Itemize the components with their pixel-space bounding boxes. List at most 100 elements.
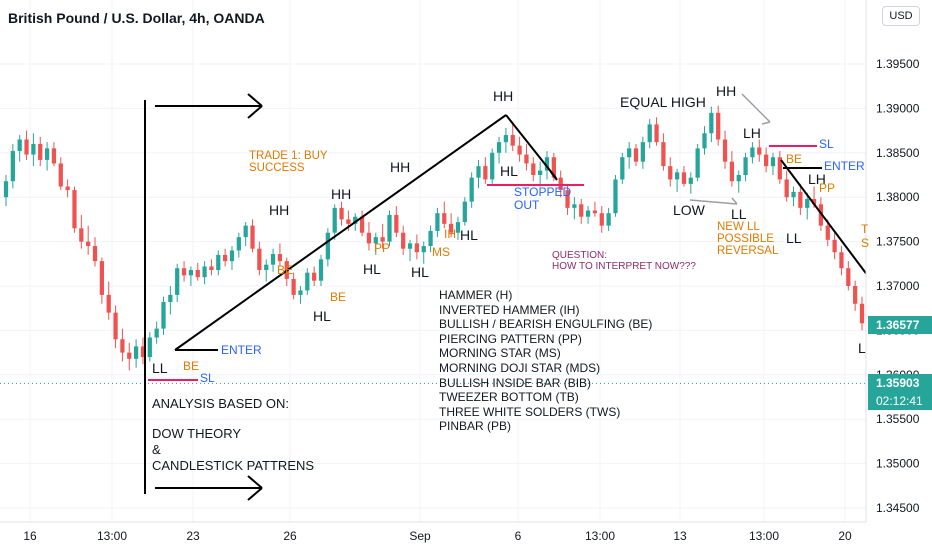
candle-body <box>113 312 118 340</box>
sl-label-2: SL <box>819 137 834 151</box>
candle-body <box>312 272 317 281</box>
question-line2: HOW TO INTERPRET NOW??? <box>552 260 696 272</box>
candle-body <box>743 157 748 175</box>
currency-button[interactable]: USD <box>882 6 920 26</box>
candle-body <box>243 225 248 238</box>
last-price-tag: 1.36577 <box>868 316 932 334</box>
x-tick-label: 6 <box>515 529 522 543</box>
candle-body <box>839 252 844 269</box>
be-label-1: BE <box>183 359 200 373</box>
candle-body <box>770 157 776 167</box>
candle-body <box>510 135 515 146</box>
hh-label-2: HH <box>331 186 352 202</box>
legend-item: HAMMER (H) <box>439 288 513 302</box>
trade1-line2: SUCCESS <box>249 162 305 175</box>
candle-body <box>757 147 762 155</box>
hl-label-3: HL <box>411 264 429 280</box>
trade1-label: TRADE 1: BUY SUCCESS <box>249 150 328 174</box>
candle-body <box>455 222 461 233</box>
analysis-line2: DOW THEORY <box>152 426 242 441</box>
candle-body <box>825 225 830 240</box>
candle-body <box>798 191 803 208</box>
candle-body <box>421 246 426 253</box>
candle-body <box>448 223 454 233</box>
candle-body <box>805 198 810 208</box>
candle-body <box>291 278 296 295</box>
candle-body <box>133 346 139 359</box>
candle-body <box>442 213 447 224</box>
y-tick-label: 1.38500 <box>876 146 920 160</box>
x-tick-label: Sep <box>409 529 431 543</box>
arrow-bottom-head-b <box>247 487 263 501</box>
candle-body <box>606 213 611 226</box>
enter-label-2: ENTER <box>824 159 865 173</box>
candle-body <box>44 148 50 160</box>
candle-body <box>435 213 440 231</box>
candle-body <box>325 232 330 260</box>
candle-body <box>92 246 98 262</box>
candle-body <box>373 237 378 244</box>
newll-line2: POSSIBLE <box>717 233 774 246</box>
candle-body <box>661 142 666 167</box>
arrow-top-head-b <box>247 105 263 119</box>
x-tick-label: 23 <box>186 529 200 543</box>
legend-item: PINBAR (PB) <box>439 419 512 434</box>
candle-body <box>3 181 9 198</box>
candle-body <box>428 230 433 247</box>
candle-body <box>531 163 536 175</box>
candle-body <box>640 142 645 162</box>
candle-body <box>524 154 529 164</box>
current-price-tag: 1.35903 <box>868 374 932 392</box>
price-scale <box>866 0 932 550</box>
gray-arrow-lh-head <box>761 121 771 125</box>
candle-body <box>654 124 659 143</box>
candle-body <box>544 157 550 171</box>
candle-body <box>496 142 502 153</box>
candle-body <box>702 133 707 149</box>
candle-body <box>517 145 522 155</box>
candle-body <box>380 237 385 242</box>
candle-body <box>818 204 824 226</box>
stopped-out-label: STOPPED OUT <box>514 186 571 211</box>
candle-body <box>270 254 276 265</box>
legend-item: THREE WHITE SOLDERS (TWS) <box>439 404 621 419</box>
trade1-line1: TRADE 1: BUY <box>249 150 328 162</box>
lh-label-1: LH <box>743 125 761 141</box>
be-label-3: BE <box>330 290 347 304</box>
candle-body <box>229 250 235 262</box>
x-tick-label: 16 <box>23 529 37 543</box>
countdown-tag: 02:12:41 <box>868 392 932 410</box>
candle-body <box>236 237 241 251</box>
candle-body <box>353 216 358 224</box>
hl-label-1: HL <box>313 308 331 324</box>
y-tick-label: 1.35000 <box>876 457 920 471</box>
legend-item: PIERCING PATTERN (PP) <box>439 331 582 346</box>
candle-body <box>688 177 693 184</box>
lh-label-2: LH <box>808 171 826 187</box>
candle-body <box>86 241 91 247</box>
candle-body <box>407 243 413 249</box>
candle-body <box>483 166 488 180</box>
downswing-line <box>505 114 557 179</box>
edge-s-label: S <box>861 236 870 250</box>
candle-body <box>387 214 392 242</box>
sl-label-1: SL <box>200 371 215 385</box>
candle-body <box>175 268 180 295</box>
y-tick-label: 1.39000 <box>876 101 920 115</box>
candle-body <box>784 179 789 198</box>
candle-body <box>305 272 310 291</box>
candle-body <box>647 124 652 143</box>
candle-body <box>490 152 495 180</box>
candle-body <box>51 148 57 164</box>
analysis-note: ANALYSIS BASED ON: DOW THEORY & CANDLEST… <box>152 396 314 474</box>
enter-label-1: ENTER <box>221 343 262 357</box>
candle-body <box>695 148 700 178</box>
candle-body <box>161 301 166 329</box>
candle-body <box>620 157 625 180</box>
newll-line1: NEW LL <box>717 221 760 233</box>
legend-item: TWEEZER BOTTOM (TB) <box>439 390 579 405</box>
downtrend-line <box>780 159 869 277</box>
hh-label-5: HH <box>716 83 737 99</box>
